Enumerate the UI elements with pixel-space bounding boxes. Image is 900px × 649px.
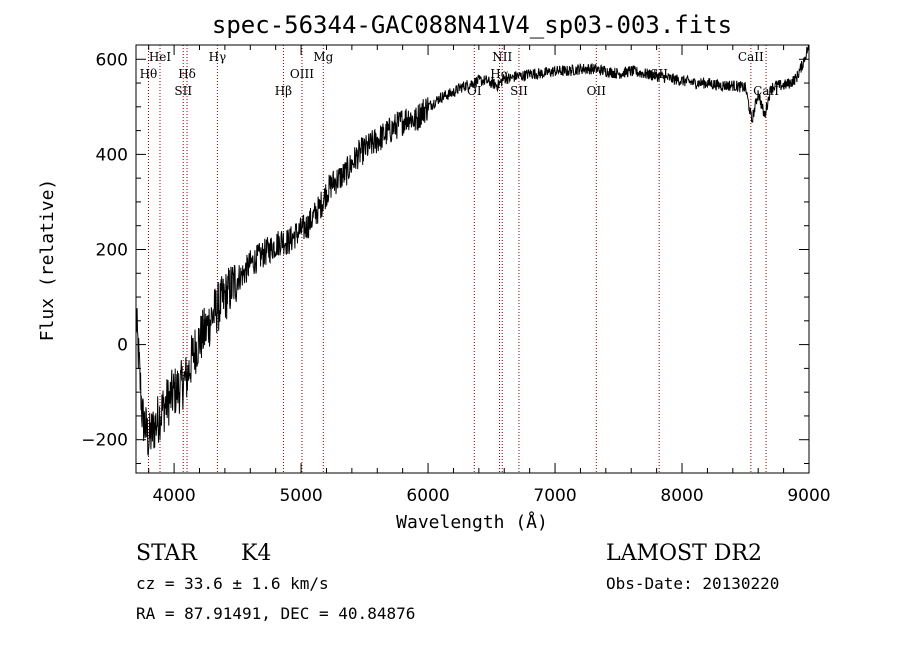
object-subclass: K4	[241, 541, 271, 566]
spectral-line-label: Hγ	[209, 50, 227, 64]
object-class: STAR	[136, 541, 198, 566]
x-axis: 4000 5000 6000 7000 8000 9000	[148, 45, 831, 506]
spectral-line-label: OIII	[290, 67, 314, 81]
survey-name: LAMOST DR2	[606, 541, 762, 566]
x-tick-label: 4000	[152, 486, 195, 506]
spectral-line-label: OI	[467, 84, 482, 98]
y-tick-label: 0	[117, 336, 128, 356]
spectral-line-markers	[147, 45, 767, 473]
x-tick-label: 5000	[279, 486, 322, 506]
x-tick-label: 6000	[406, 486, 449, 506]
spectral-line-label: OII	[587, 84, 607, 98]
spectral-line-label: HeI	[149, 50, 172, 64]
spectrum-series	[135, 44, 809, 456]
spectral-line-label: SII	[174, 84, 192, 98]
x-axis-label: Wavelength (Å)	[396, 511, 548, 533]
y-tick-label: 200	[96, 240, 128, 260]
y-tick-label: 400	[96, 145, 128, 165]
spectral-line-label: CaII	[738, 50, 764, 64]
spectrum-line	[135, 44, 809, 456]
spectral-line-label: Hβ	[275, 84, 292, 98]
x-tick-label: 7000	[533, 486, 576, 506]
redshift-text: cz = 33.6 ± 1.6 km/s	[136, 574, 329, 593]
obs-date-text: Obs-Date: 20130220	[606, 574, 779, 593]
y-axis-label: Flux (relative)	[37, 179, 58, 342]
y-tick-label: 600	[96, 50, 128, 70]
chart-title: spec-56344-GAC088N41V4_sp03-003.fits	[212, 11, 732, 39]
y-tick-label: −200	[81, 431, 128, 451]
x-tick-label: 8000	[660, 486, 703, 506]
x-tick-label: 9000	[787, 486, 830, 506]
spectral-line-label: Hδ	[178, 67, 196, 81]
spectral-line-label: SII	[510, 84, 528, 98]
spectral-line-label: NII	[492, 50, 512, 64]
y-axis: −200 0 200 400 600	[81, 50, 809, 464]
spectral-line-label: Mg	[313, 50, 333, 64]
spectral-line-label: Hθ	[140, 67, 158, 81]
coordinates-text: RA = 87.91491, DEC = 40.84876	[136, 604, 415, 623]
plot-frame	[135, 44, 810, 474]
